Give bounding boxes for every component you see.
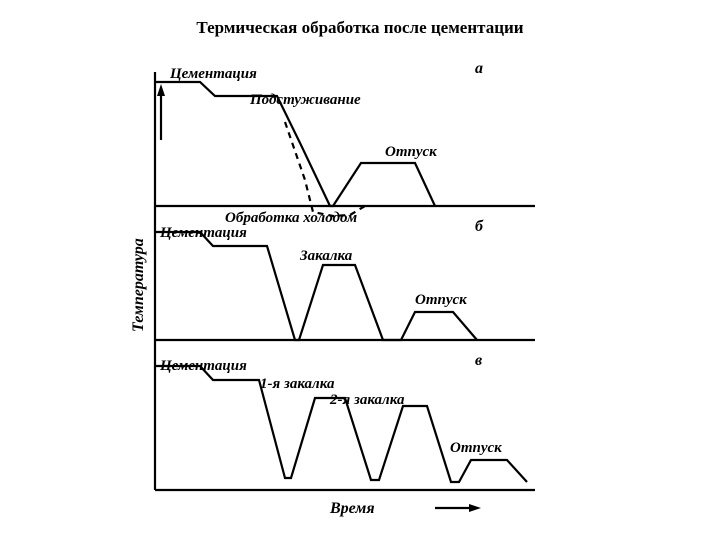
label-c-zakalka2: 2-я закалка (330, 392, 404, 409)
x-axis-label: Время (330, 500, 375, 518)
label-a-podstuzh: Подстуживание (250, 92, 361, 109)
y-axis-label: Температура (130, 238, 148, 332)
panel-letter-a: а (475, 60, 483, 78)
label-a-otpusk: Отпуск (385, 144, 437, 161)
label-c-otpusk: Отпуск (450, 440, 502, 457)
diagram-title: Термическая обработка после цементации (0, 18, 720, 38)
curve-c (155, 366, 527, 482)
label-b-otpusk: Отпуск (415, 292, 467, 309)
panel-letter-b: б (475, 218, 483, 236)
x-arrow-icon (435, 504, 481, 512)
label-c-cementation: Цементация (160, 358, 247, 375)
label-b-cementation: Цементация (160, 225, 247, 242)
y-arrow-icon (157, 84, 165, 140)
label-b-zakalka: Закалка (300, 248, 352, 265)
diagram-container: Термическая обработка после цементации Т… (0, 0, 720, 540)
panel-letter-c: в (475, 352, 482, 370)
label-a-cementation: Цементация (170, 66, 257, 83)
label-c-zakalka1: 1-я закалка (260, 376, 334, 393)
